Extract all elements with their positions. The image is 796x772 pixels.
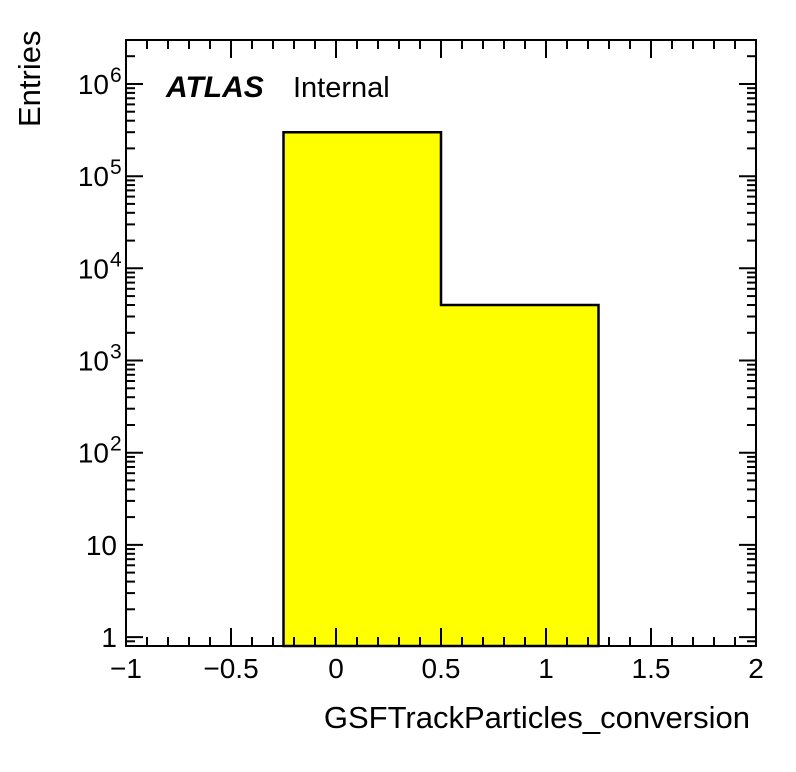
y-tick-exponent: 4 [110, 248, 122, 271]
y-tick-label: 10 [78, 161, 109, 192]
histogram-shape [282, 130, 600, 648]
x-tick-label: −0.5 [203, 653, 258, 684]
y-tick-label: 10 [78, 253, 109, 284]
tick-layer [125, 40, 757, 646]
y-tick-label: 10 [86, 530, 117, 561]
y-tick-label: 10 [78, 69, 109, 100]
x-tick-label: 0 [328, 653, 344, 684]
x-tick-label: 1.5 [632, 653, 671, 684]
atlas-label: ATLAS [165, 71, 264, 104]
y-axis-title: Entries [12, 31, 47, 127]
atlas-status-label: Internal [293, 72, 390, 104]
x-tick-label: 2 [748, 653, 764, 684]
y-tick-label: 1 [101, 622, 117, 653]
histogram-layer [282, 130, 600, 648]
x-tick-label: 0.5 [422, 653, 461, 684]
x-axis-title: GSFTrackParticles_conversion [324, 700, 750, 735]
y-tick-exponent: 6 [110, 64, 122, 87]
y-tick-label: 10 [78, 346, 109, 377]
y-tick-exponent: 2 [110, 433, 122, 456]
x-tick-label: −1 [110, 653, 142, 684]
x-tick-label: 1 [538, 653, 554, 684]
y-tick-label: 10 [78, 438, 109, 469]
y-tick-exponent: 3 [110, 341, 122, 364]
y-tick-exponent: 5 [110, 156, 122, 179]
